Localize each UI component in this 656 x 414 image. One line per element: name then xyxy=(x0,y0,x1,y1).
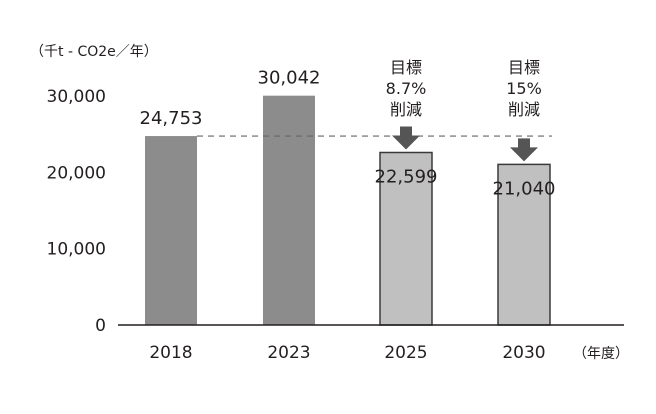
x-tick-labels: 2018 2023 2025 2030 xyxy=(149,343,545,363)
annotation-text: 目標 xyxy=(508,58,540,77)
arrow-head-icon xyxy=(510,147,538,162)
data-label: 22,599 xyxy=(375,166,438,187)
bar-2023 xyxy=(263,95,315,325)
bar-2025 xyxy=(379,151,433,326)
arrow-head-icon xyxy=(392,135,420,150)
bar-2018 xyxy=(145,136,197,325)
x-tick-label: 2025 xyxy=(384,343,427,363)
arrow-down-icon xyxy=(400,126,412,137)
target-annotations: 目標 8.7% 削減 目標 15% 削減 xyxy=(386,58,542,162)
annotation-text: 15% xyxy=(506,79,542,98)
annotation-text: 8.7% xyxy=(386,79,427,98)
annotation-text: 目標 xyxy=(390,58,422,77)
x-tick-label: 2018 xyxy=(149,343,192,363)
bar-2030 xyxy=(497,163,551,326)
annotation-text: 削減 xyxy=(390,100,422,119)
data-label: 24,753 xyxy=(140,108,203,129)
data-label: 30,042 xyxy=(258,68,321,89)
y-tick-label: 20,000 xyxy=(47,163,106,183)
annotation-text: 削減 xyxy=(508,100,540,119)
y-unit-label: （千t - CO2e／年） xyxy=(30,44,158,60)
y-tick-label: 10,000 xyxy=(47,240,106,260)
y-tick-label: 0 xyxy=(95,316,106,336)
value-labels: 24,753 30,042 22,599 21,040 xyxy=(140,68,556,200)
y-tick-labels: 0 10,000 20,000 30,000 xyxy=(47,87,106,336)
bars-layer xyxy=(145,95,551,326)
y-tick-label: 30,000 xyxy=(47,87,106,107)
x-unit-label: （年度） xyxy=(573,346,629,362)
data-label: 21,040 xyxy=(493,178,556,199)
x-tick-label: 2023 xyxy=(267,343,310,363)
x-tick-label: 2030 xyxy=(502,343,545,363)
arrow-down-icon xyxy=(518,138,530,149)
